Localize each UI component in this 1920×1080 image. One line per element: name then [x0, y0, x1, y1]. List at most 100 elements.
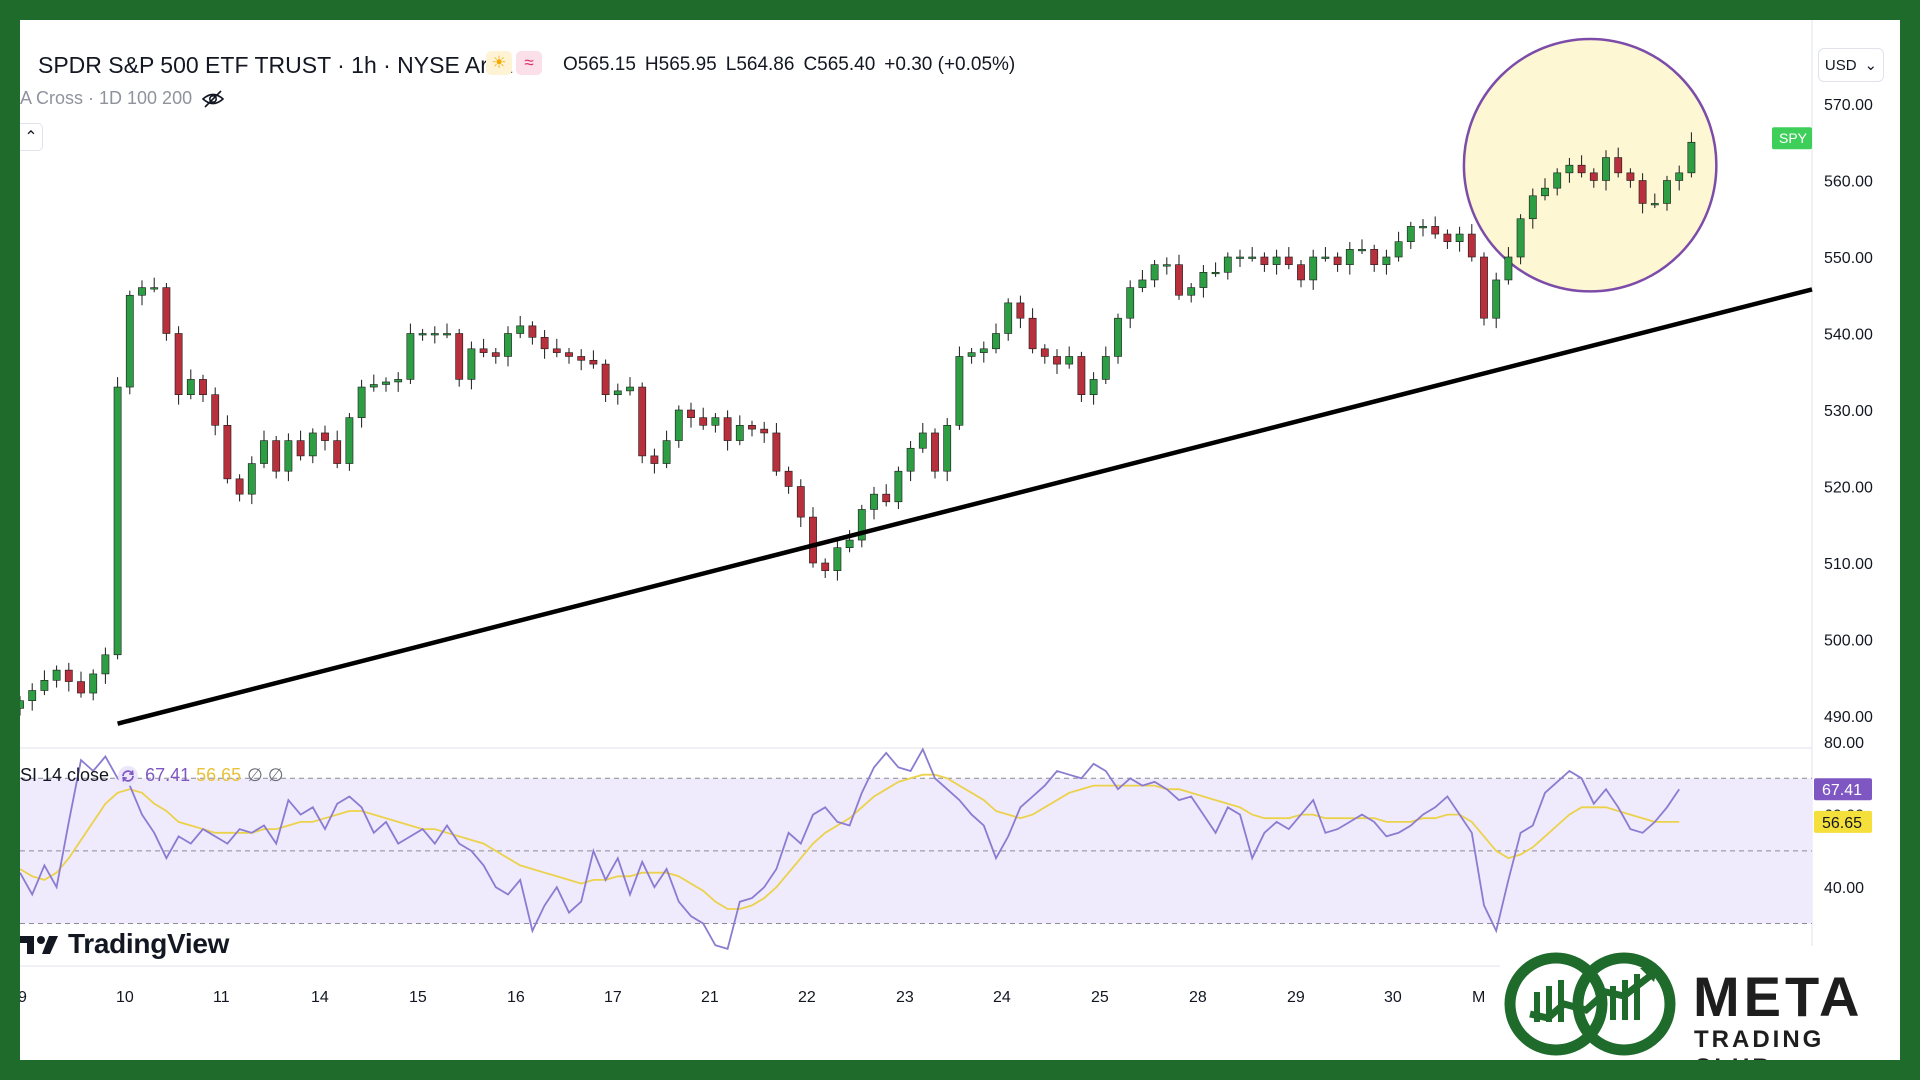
candle-body [943, 424, 952, 472]
time-tick-label: 16 [507, 989, 525, 1006]
candle-body [772, 432, 781, 472]
ohlc-open: O565.15 [563, 54, 636, 75]
candle-body [662, 440, 671, 464]
candle-body [796, 486, 805, 518]
candle-body [1016, 302, 1025, 319]
candle-body [894, 470, 903, 503]
rsi-legend[interactable]: SI 14 close 67.41 56.65 ∅ ∅ [20, 765, 284, 787]
candle-body [1650, 203, 1659, 206]
rsi-value: 67.41 [145, 765, 191, 785]
tradingview-mark-icon [20, 936, 58, 954]
candle-body [589, 359, 598, 365]
candle-body [296, 440, 305, 457]
candle-body [1126, 287, 1135, 319]
price-tick-label: 540.00 [1824, 327, 1873, 344]
time-tick-label: 29 [1287, 989, 1305, 1006]
candle-body [626, 386, 634, 392]
candle-body [1370, 249, 1379, 265]
sun-icon[interactable]: ☀ [486, 51, 512, 75]
ma-cross-legend[interactable]: A Cross · 1D 100 200 [20, 88, 193, 108]
candle-body [235, 478, 244, 495]
candle-body [321, 432, 329, 441]
candle-body [540, 337, 549, 350]
candle-body [1223, 256, 1232, 273]
candle-body [1150, 264, 1159, 281]
candle-body [687, 409, 695, 418]
candle-body [491, 352, 500, 357]
rsi-label: SI 14 close [20, 765, 110, 785]
candle-body [260, 440, 268, 464]
price-tick-label: 530.00 [1824, 403, 1873, 420]
candle-body [1528, 195, 1537, 220]
chart-canvas[interactable]: 490.00 500.00 510.00 520.00 530.00 540.00 550.… [20, 20, 1900, 1060]
time-tick-label: 15 [409, 989, 427, 1006]
rsi-ma-tag-label: 56.65 [1822, 815, 1862, 832]
candle-body [357, 386, 366, 418]
candle-body [1199, 272, 1208, 288]
candle-body [1663, 180, 1671, 204]
wave-icon[interactable]: ≈ [516, 51, 542, 75]
candle-body [1162, 264, 1171, 267]
symbol-title[interactable]: SPDR S&P 500 ETF TRUST · 1h · NYSE Arca [38, 52, 513, 78]
refresh-icon[interactable] [117, 765, 139, 787]
candle-body [1321, 256, 1330, 259]
rsi-ma-value: 56.65 [196, 765, 242, 785]
candle-body [406, 333, 415, 380]
candle-body [931, 432, 939, 472]
candle-body [308, 432, 317, 457]
price-tick-label: 560.00 [1824, 174, 1873, 191]
meta-trading-club-logo [1500, 946, 1900, 1060]
candle-body [150, 287, 159, 290]
candle-body [809, 516, 817, 564]
collapse-legend-button[interactable]: ⌃ [20, 123, 43, 151]
meta-subtitle: TRADING CLUB [1694, 1026, 1825, 1060]
candle-body [906, 447, 915, 472]
candle-body [467, 348, 476, 380]
time-tick-label: 11 [213, 989, 230, 1006]
eye-hidden-icon[interactable] [201, 89, 225, 109]
candle-body [1480, 256, 1488, 319]
candle-body [955, 356, 964, 426]
candle-body [125, 294, 134, 388]
candle-body [577, 356, 586, 361]
candle-body [162, 287, 171, 334]
candle-body [1614, 157, 1623, 174]
candle-body [1565, 164, 1574, 174]
candle-body [211, 394, 220, 426]
candle-body [992, 333, 1000, 350]
candle-body [89, 673, 98, 694]
candle-body [1382, 256, 1391, 265]
tradingview-logo[interactable]: TradingView [20, 928, 229, 960]
candle-body [1187, 287, 1196, 296]
candle-body [199, 379, 207, 395]
currency-label: USD [1824, 56, 1857, 74]
candle-body [918, 432, 927, 449]
candle-body [504, 333, 512, 357]
candle-body [101, 654, 110, 675]
candle-body [223, 424, 232, 480]
candle-body [674, 409, 683, 441]
price-tick-label: 570.00 [1824, 97, 1873, 114]
candle-body [1541, 187, 1549, 197]
currency-selector[interactable]: USD ⌄ [1818, 48, 1884, 82]
candle-body [1284, 256, 1293, 265]
candle-body [601, 363, 610, 396]
spy-symbol-tag [1772, 127, 1812, 150]
candle-body [1516, 218, 1525, 258]
candle-body [979, 348, 988, 353]
candle-body [174, 333, 183, 396]
candle-body [1077, 356, 1086, 396]
candle-body [882, 493, 891, 503]
tradingview-wordmark: TradingView [68, 928, 230, 959]
candle-body [1394, 241, 1403, 258]
time-tick-label: 22 [798, 989, 816, 1006]
candle-body [613, 390, 622, 395]
candle-body [833, 547, 842, 571]
candle-body [1638, 180, 1647, 204]
rsi-tick-label: 40.00 [1824, 880, 1864, 897]
rsi-ma-tag [1814, 810, 1872, 833]
candle-body [1602, 157, 1610, 181]
meta-infinity-icon [1504, 952, 1676, 1056]
candle-body [64, 669, 73, 682]
candle-body [1040, 348, 1049, 357]
